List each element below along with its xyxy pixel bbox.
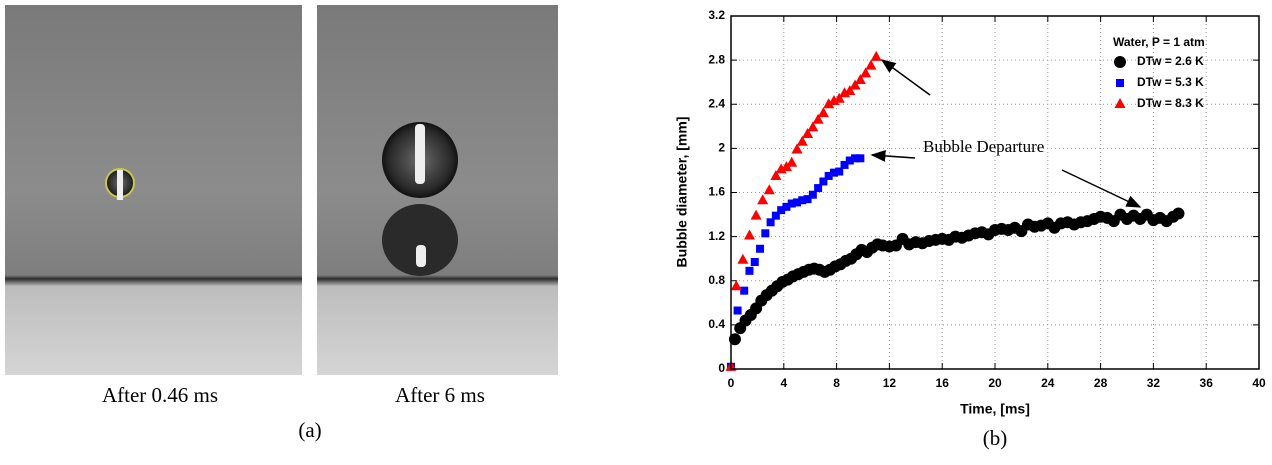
point <box>824 171 833 180</box>
panel-label: (b) <box>983 426 1008 450</box>
point <box>740 286 749 295</box>
panel-label: (a) <box>298 418 321 442</box>
legend-marker <box>1114 98 1126 108</box>
point <box>845 156 854 165</box>
y-tick-label: 2 <box>718 141 725 155</box>
y-tick-label: 3.2 <box>708 8 725 22</box>
point <box>860 67 872 78</box>
point <box>728 333 741 346</box>
x-tick-label: 12 <box>883 376 897 390</box>
y-tick-label: 0.4 <box>708 317 725 331</box>
point <box>856 154 865 163</box>
point <box>756 244 765 253</box>
point <box>750 209 762 220</box>
x-tick-label: 32 <box>1147 376 1161 390</box>
y-tick-label: 0 <box>718 361 725 375</box>
point <box>743 229 755 240</box>
point <box>777 206 786 215</box>
x-axis-label: Time, [ms] <box>960 401 1030 417</box>
point <box>829 168 838 177</box>
legend-label: DTw = 5.3 K <box>1137 75 1204 89</box>
point <box>823 98 835 109</box>
x-tick-label: 24 <box>1041 376 1055 390</box>
x-tick-label: 28 <box>1094 376 1108 390</box>
x-tick-label: 4 <box>780 376 787 390</box>
point <box>851 154 860 163</box>
plot-frame <box>730 15 1260 370</box>
point <box>812 113 824 124</box>
point <box>870 50 882 61</box>
y-tick-label: 0.8 <box>708 273 725 287</box>
legend-label: DTw = 8.3 K <box>1137 96 1204 110</box>
legend-marker <box>1114 56 1126 68</box>
point <box>814 184 823 193</box>
point <box>865 59 877 70</box>
x-tick-label: 36 <box>1200 376 1214 390</box>
point <box>817 107 829 118</box>
point <box>819 177 828 186</box>
legend-marker <box>1116 79 1124 87</box>
point <box>849 79 861 90</box>
y-tick-label: 2.8 <box>708 52 725 66</box>
point <box>798 196 807 205</box>
y-tick-label: 2.4 <box>708 96 725 110</box>
point <box>782 202 791 211</box>
photo-right <box>317 5 558 375</box>
point <box>854 73 866 84</box>
photo-left <box>5 5 302 375</box>
point <box>844 85 856 96</box>
point <box>840 160 849 169</box>
point <box>733 306 742 315</box>
x-tick-label: 20 <box>988 376 1002 390</box>
point <box>761 229 770 238</box>
legend-title: Water, P = 1 atm <box>1113 35 1205 49</box>
point <box>791 143 803 154</box>
point <box>757 194 769 205</box>
x-tick-label: 40 <box>1252 376 1266 390</box>
y-tick-label: 1.6 <box>708 185 725 199</box>
point <box>807 121 819 132</box>
caption: After 6 ms <box>395 383 485 407</box>
chart: 0 0.4 0.8 1.2 1.6 2 2.4 2.8 3.2 0 4 8 12 16 20 24 28 32 36… <box>708 8 1266 390</box>
point <box>808 190 817 199</box>
point <box>737 253 749 264</box>
point <box>833 92 845 103</box>
point <box>763 184 775 195</box>
y-tick-label: 1.2 <box>708 229 725 243</box>
annotation-arrows <box>870 59 1142 208</box>
caption: After 0.46 ms <box>102 383 218 407</box>
point <box>1172 207 1185 220</box>
x-tick-label: 8 <box>833 376 840 390</box>
point <box>786 156 798 167</box>
point <box>780 161 792 172</box>
point <box>793 198 801 207</box>
point <box>770 169 782 180</box>
point <box>766 218 775 227</box>
point <box>787 199 796 208</box>
point <box>745 266 754 275</box>
legend-label: DTw = 2.6 K <box>1137 54 1204 68</box>
point <box>802 128 814 139</box>
point <box>750 257 759 266</box>
point <box>771 211 780 220</box>
x-tick-label: 0 <box>728 376 735 390</box>
point <box>730 280 742 291</box>
point <box>835 167 844 176</box>
x-tick-label: 16 <box>936 376 950 390</box>
y-axis-label: Bubble diameter, [mm] <box>674 117 690 268</box>
point <box>796 135 808 146</box>
annotation: Bubble Departure <box>923 137 1044 156</box>
point <box>803 195 812 204</box>
